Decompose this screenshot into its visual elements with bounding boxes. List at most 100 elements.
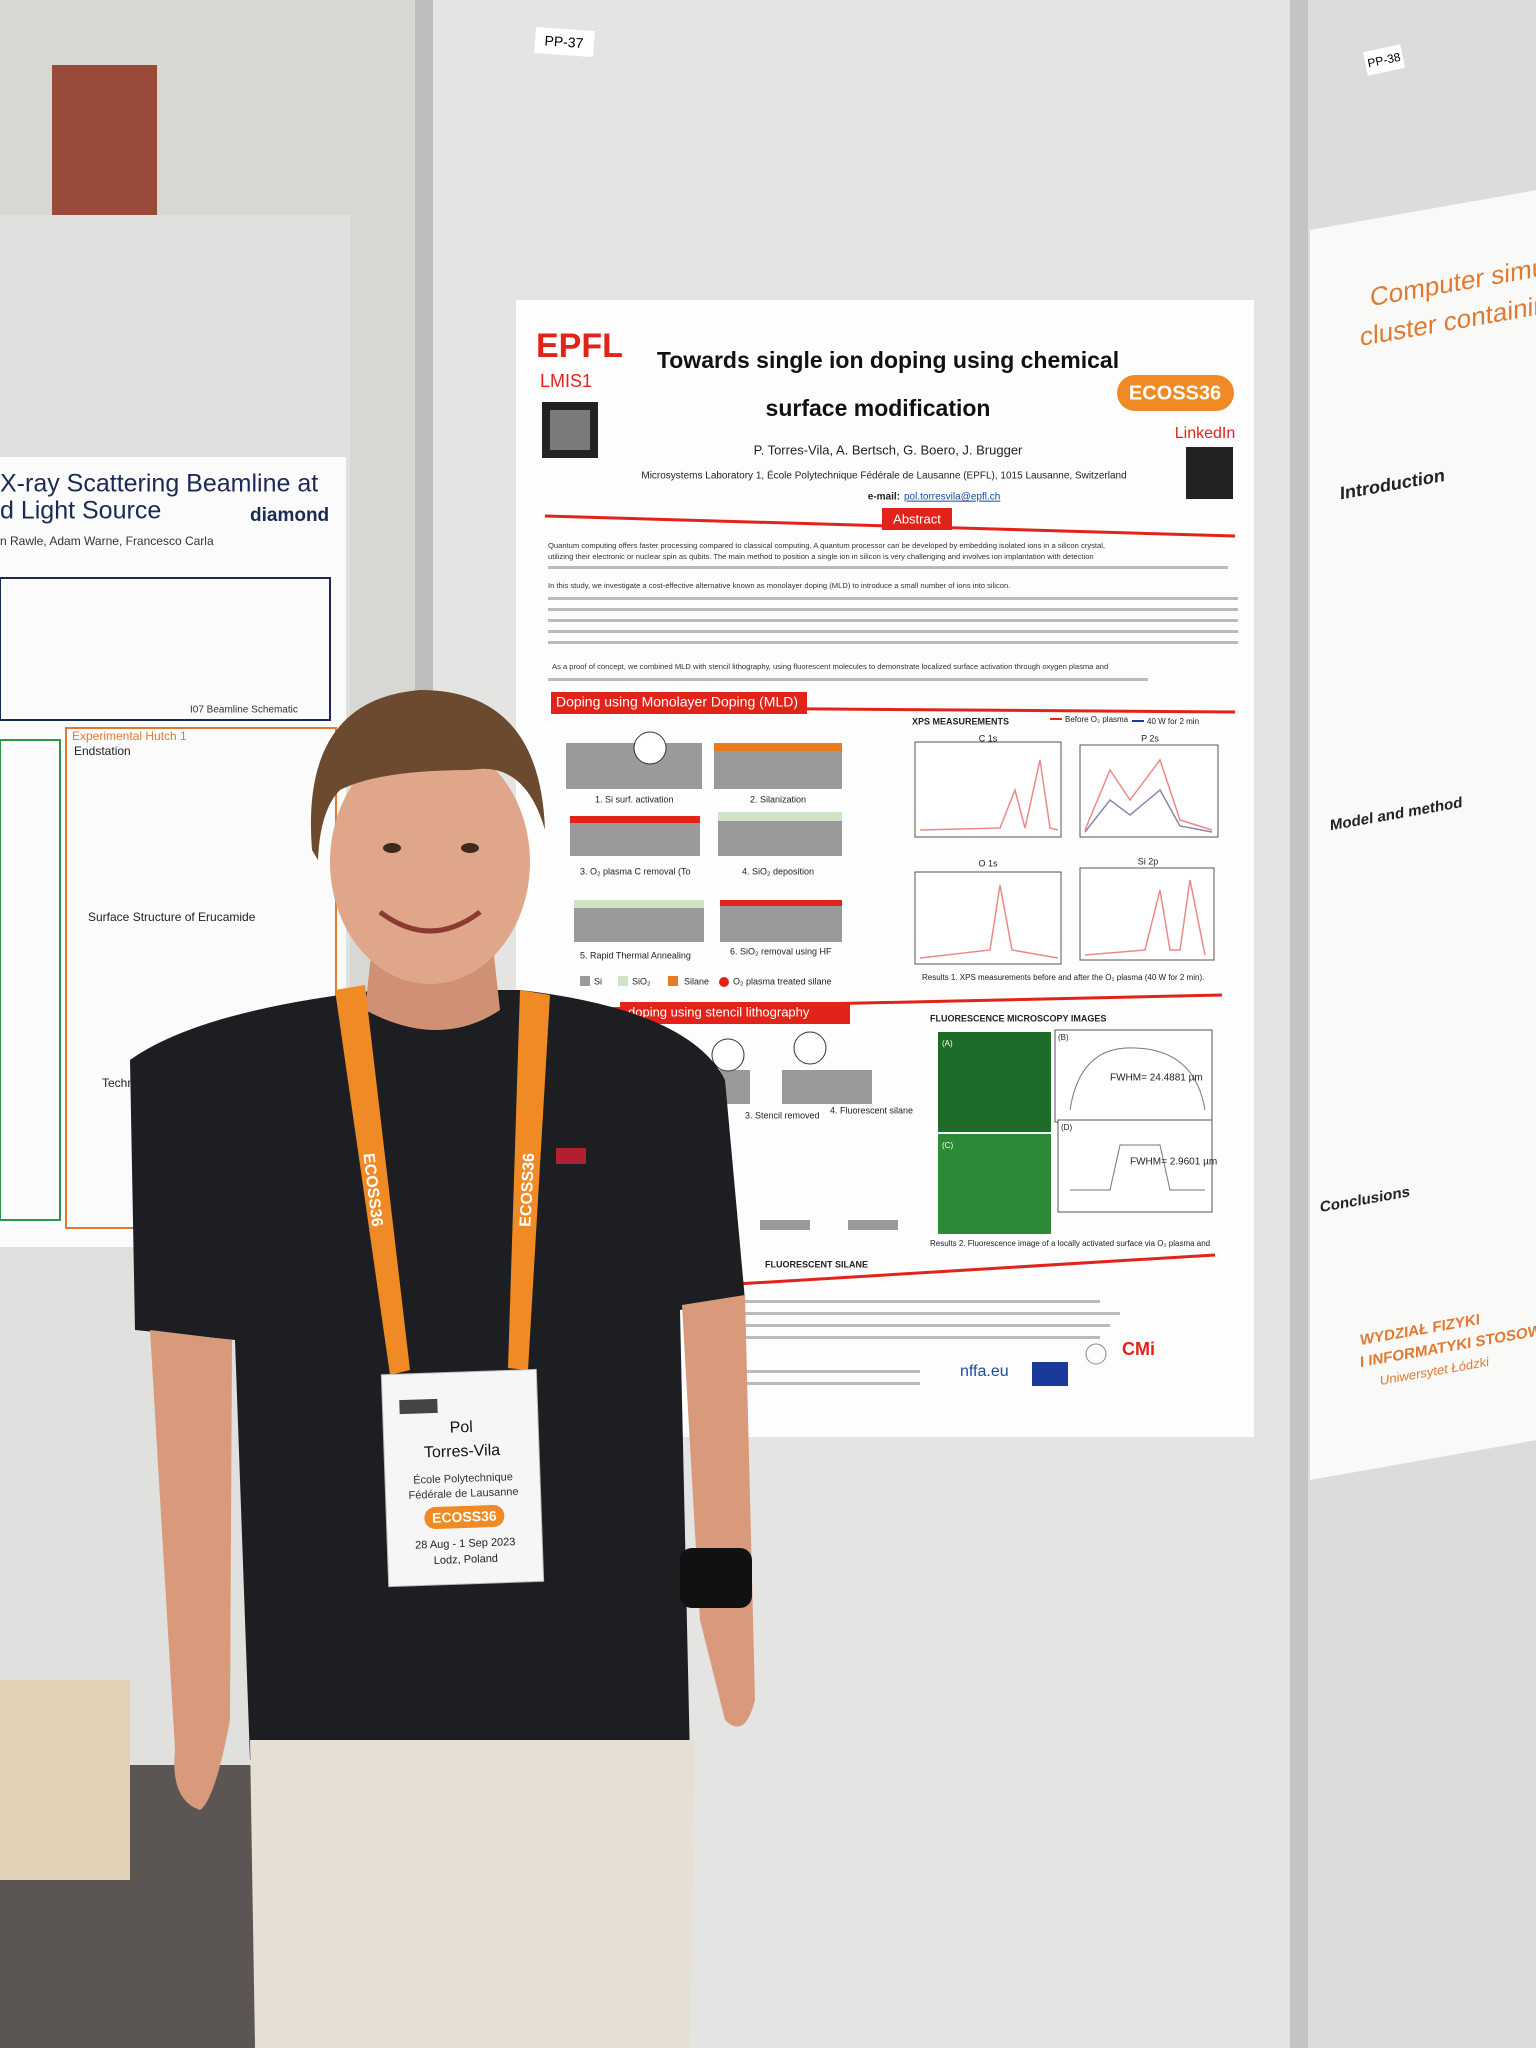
left-poster-title: X-ray Scattering Beamline at (0, 470, 318, 498)
plot-title: C 1s (979, 733, 998, 743)
step-label: 3. Stencil removed (745, 1110, 820, 1120)
legend-swatch (618, 976, 628, 986)
lanyard (508, 990, 550, 1370)
xps-heading: XPS MEASUREMENTS (912, 716, 1009, 726)
left-poster-logo: diamond (250, 505, 329, 526)
panel-label: (C) (942, 1141, 953, 1150)
linkedin-label: LinkedIn (1175, 425, 1236, 442)
figure-caption: Results 2. Fluorescence image of a local… (930, 1239, 1210, 1248)
section-label-box (882, 508, 952, 530)
poster-tag (534, 27, 595, 58)
figure-label: FLUORESCENT SILANE (765, 1259, 868, 1269)
panel-label: (A) (942, 1039, 953, 1048)
shorts (250, 1740, 695, 2048)
step-label: 4. Fluorescent silane (830, 1105, 913, 1115)
eye (383, 843, 401, 853)
section-heading: Doping using Monolayer Doping (MLD) (556, 694, 798, 710)
poster-title: surface modification (766, 395, 991, 421)
section-heading: Abstract (893, 511, 941, 526)
step-label: 4. SiO₂ deposition (742, 866, 814, 876)
fwhm-label: FWHM= 24.4881 µm (1110, 1073, 1203, 1084)
badge-card (380, 1368, 545, 1588)
hutch-heading: Experimental Hutch 1 (72, 729, 187, 743)
legend-label: Before O₂ plasma (1065, 715, 1129, 724)
mld-diagrams (566, 731, 842, 942)
erucamide-heading: Surface Structure of Erucamide (88, 910, 256, 924)
fluorescence-image (938, 1134, 1051, 1234)
badge-name: Pol (449, 1419, 473, 1437)
lanyard (335, 985, 410, 1375)
badge-institution: Fédérale de Lausanne (408, 1486, 518, 1502)
left-poster-title: d Light Source (0, 497, 161, 525)
step-label: 2. Silanization (750, 794, 806, 804)
ecoss-logo (1117, 375, 1234, 411)
badge-place: Lodz, Poland (434, 1553, 499, 1567)
step-label: 3. O₂ plasma C removal (To (580, 866, 691, 876)
section-label-box (551, 692, 807, 714)
legend-swatch (580, 976, 590, 986)
conclusion-text-lines (740, 1300, 1120, 1385)
legend-label: 40 W for 2 min (1147, 717, 1199, 726)
legend-label: Silane (684, 976, 709, 986)
smile (378, 910, 482, 934)
xps-plots (914, 741, 1219, 965)
section-heading: doping using stencil lithography (628, 1004, 810, 1019)
schematic-box (0, 577, 331, 721)
figure-caption: Results 1. XPS measurements before and a… (922, 973, 1204, 982)
email-label: e-mail: (868, 492, 900, 503)
legend-label: O₂ plasma treated silane (733, 976, 832, 986)
step-label: 6. SiO₂ removal using HF (730, 946, 832, 956)
face (330, 740, 530, 984)
step-label: 1. Si surf. activation (595, 794, 674, 804)
plot-title: O 1s (978, 858, 998, 868)
legend-swatch (719, 977, 729, 987)
endstation-heading: Endstation (74, 744, 131, 758)
ecoss-logo-text: ECOSS36 (1129, 382, 1221, 404)
fwhm-label: FWHM= 2.9601 µm (1130, 1157, 1217, 1168)
step-label: 5. Rapid Thermal Annealing (580, 950, 691, 960)
watch (680, 1548, 752, 1608)
footer-logo: nffa.eu (960, 1363, 1009, 1380)
tote-bag (0, 1680, 130, 1880)
footer-logo: CMi (1122, 1339, 1155, 1359)
brick-wall (52, 65, 157, 225)
eye (461, 843, 479, 853)
schematic-caption: I07 Beamline Schematic (190, 705, 298, 716)
legend-label: SiO₂ (632, 976, 651, 986)
divider (719, 1253, 1216, 1287)
profile-plot (1057, 1119, 1213, 1213)
fluorescence-image (938, 1032, 1051, 1132)
poster-tag-label: PP-37 (544, 32, 584, 51)
right-poster-group: Computer simulation of t cluster contain… (1310, 190, 1536, 1480)
badge-dates: 28 Aug - 1 Sep 2023 (415, 1536, 516, 1551)
badge-event: ECOSS36 (432, 1508, 497, 1526)
side-box (0, 739, 61, 1221)
eu-flag (1032, 1362, 1068, 1386)
poster-tag-label: PP-38 (1366, 50, 1402, 71)
qr-code (550, 410, 590, 450)
affiliation: Microsystems Laboratory 1, École Polytec… (641, 469, 1126, 482)
epfl-logo: EPFL (536, 327, 623, 365)
erc-logo (1085, 1343, 1107, 1365)
panel-label: (D) (1061, 1123, 1072, 1132)
plot-title: Si 2p (1138, 856, 1159, 866)
poster-tag (1362, 44, 1406, 76)
lab-name: LMIS1 (540, 371, 592, 391)
email: pol.torresvila@epfl.ch (904, 492, 1000, 503)
badge-institution: École Polytechnique (413, 1470, 513, 1486)
profile-curve (1070, 1144, 1205, 1191)
poster-title: Towards single ion doping using chemical (657, 347, 1119, 373)
legend-swatch (668, 976, 678, 986)
abstract-line: Quantum computing offers faster processi… (548, 541, 1105, 550)
abstract-line: In this study, we investigate a cost-eff… (548, 581, 1010, 590)
abstract-line: As a proof of concept, we combined MLD w… (552, 662, 1108, 671)
section-label-box (620, 1002, 850, 1024)
pole (1290, 0, 1308, 2048)
badge-logo (399, 1398, 438, 1415)
profile-curve (1069, 1047, 1206, 1111)
xps-curves (919, 758, 1213, 959)
panel-label: (B) (1058, 1033, 1069, 1042)
authors: P. Torres-Vila, A. Bertsch, G. Boero, J.… (754, 442, 1023, 457)
